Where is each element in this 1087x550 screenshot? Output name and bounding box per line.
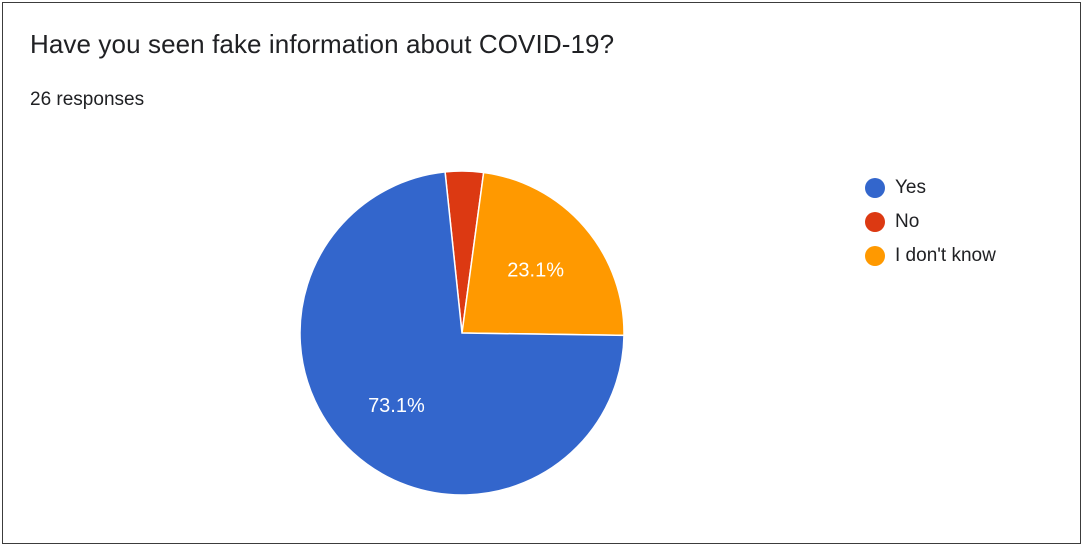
response-count: 26 responses — [30, 89, 145, 110]
legend-label-yes: Yes — [895, 177, 926, 198]
pie-label-yes: 73.1% — [368, 395, 425, 417]
legend-swatch-no — [865, 212, 885, 232]
pie-slice-dont-know[interactable] — [461, 171, 625, 337]
legend-item-dont-know[interactable]: I don't know — [865, 239, 996, 273]
legend-swatch-dont-know — [865, 246, 885, 266]
legend-label-no: No — [895, 211, 920, 232]
chart-title: Have you seen fake information about COV… — [30, 29, 615, 59]
chart-legend: Yes No I don't know — [865, 171, 996, 273]
pie-slice-yes[interactable] — [299, 171, 625, 496]
pie-label-dont-know: 23.1% — [507, 260, 564, 282]
legend-label-dont-know: I don't know — [895, 245, 996, 266]
legend-item-no[interactable]: No — [865, 205, 996, 239]
legend-swatch-yes — [865, 178, 885, 198]
legend-item-yes[interactable]: Yes — [865, 171, 996, 205]
